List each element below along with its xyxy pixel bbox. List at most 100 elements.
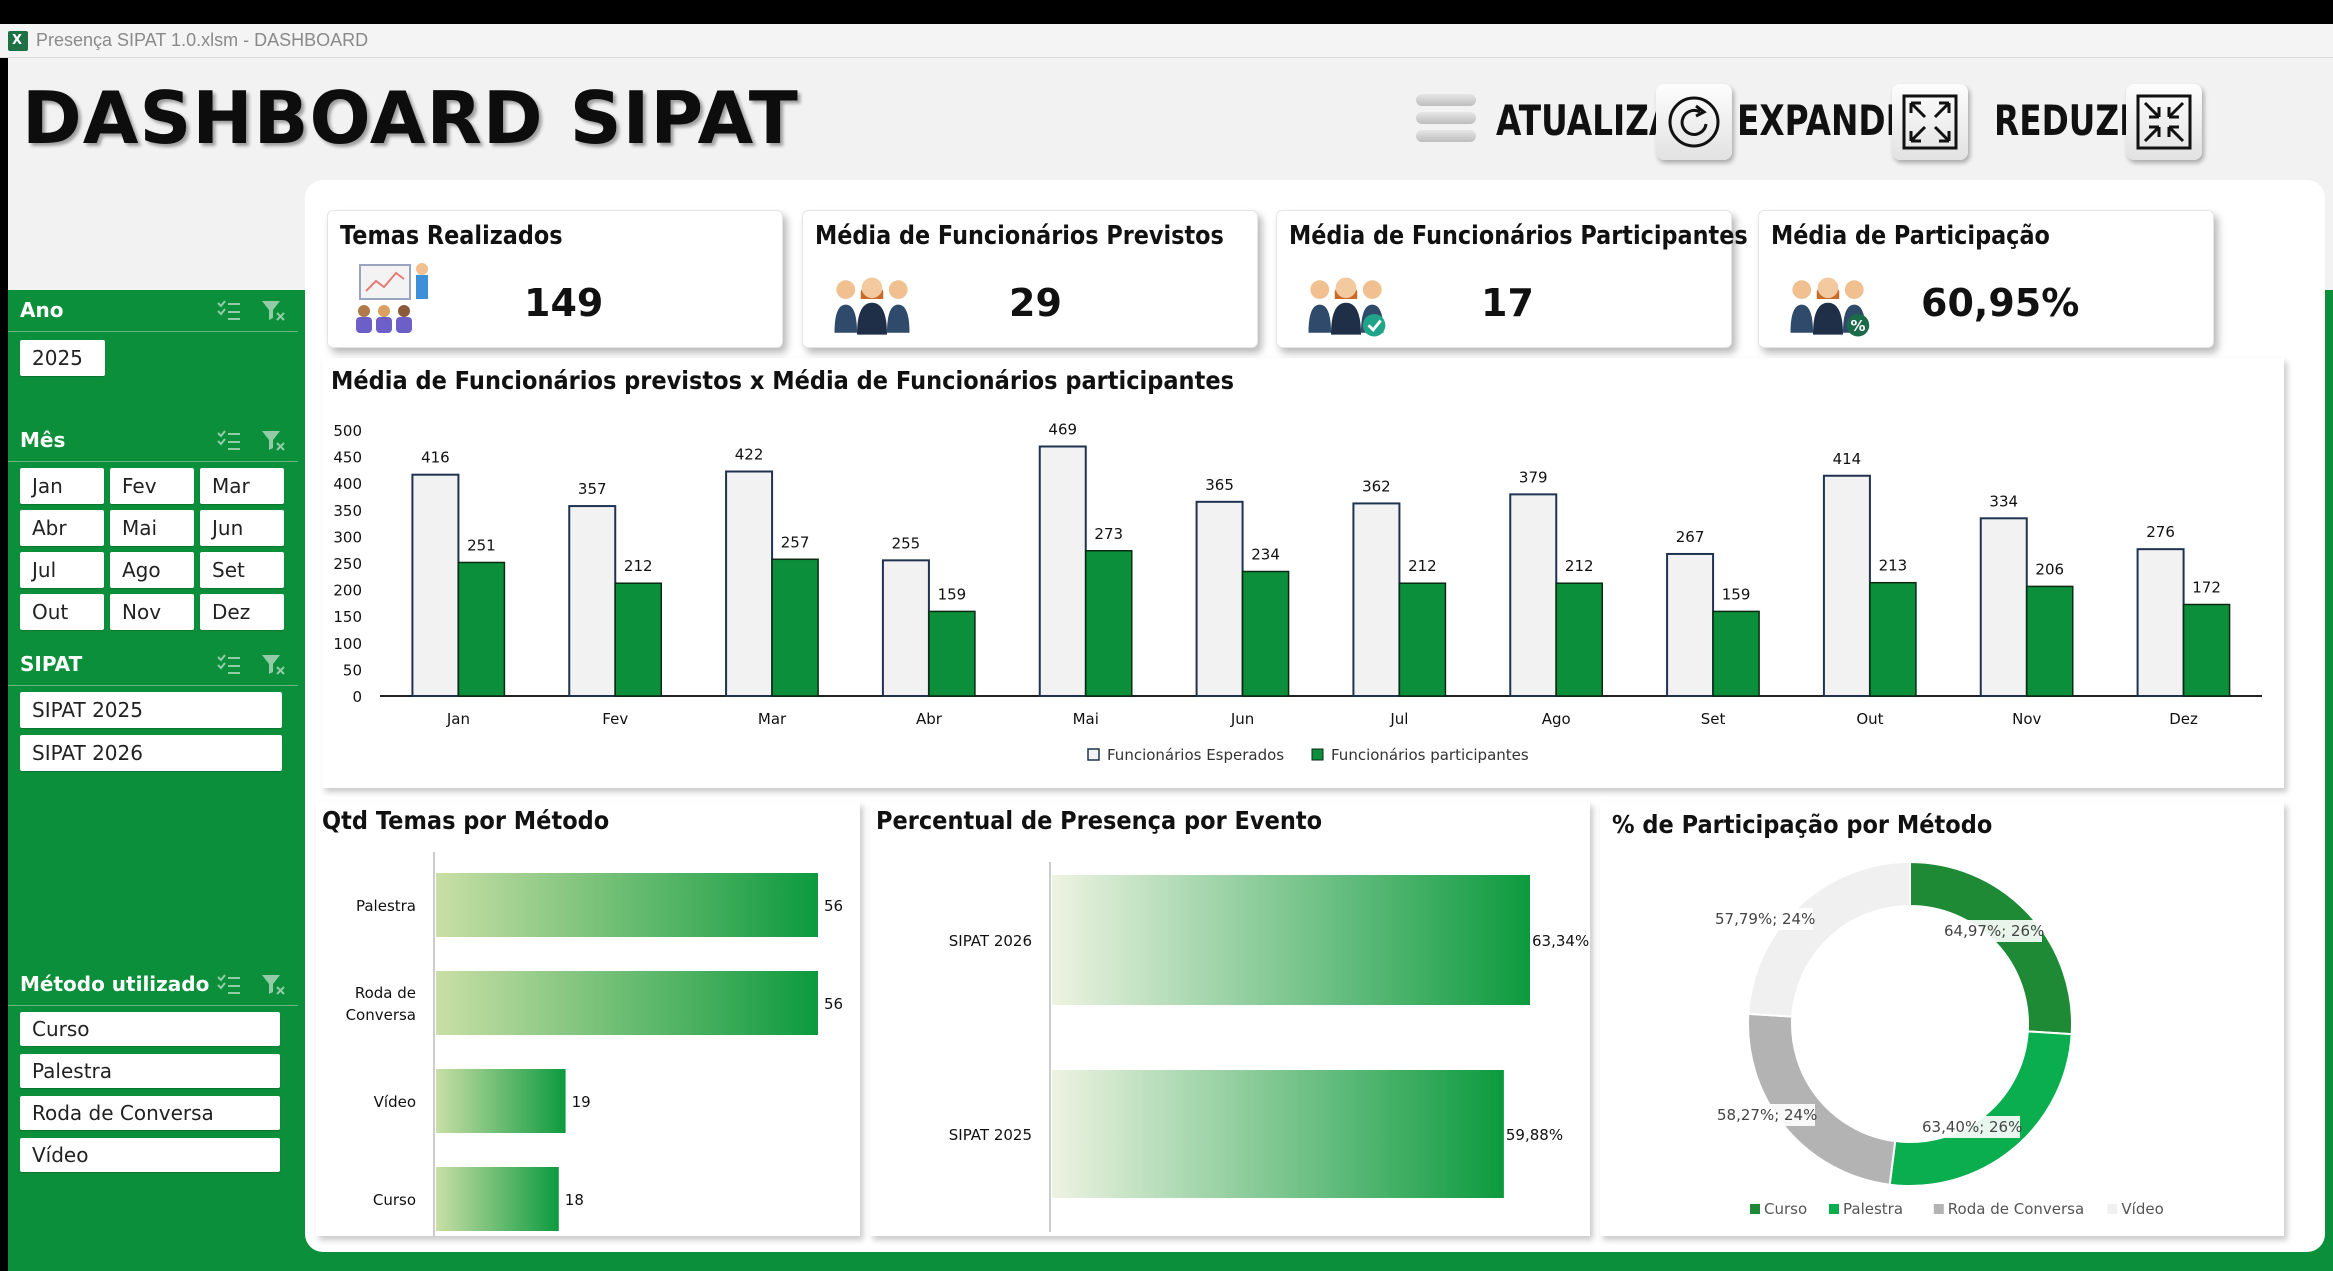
y-tick-label: 250 xyxy=(333,555,362,573)
slicer-item-month-out[interactable]: Out xyxy=(20,594,104,630)
slicer-item-2025[interactable]: 2025 xyxy=(20,340,105,376)
slicer-title: SIPAT xyxy=(20,651,83,676)
multi-select-icon[interactable] xyxy=(216,429,242,451)
kpi-title: Média de Funcionários Participantes xyxy=(1289,221,1748,251)
data-label-expected: 469 xyxy=(1048,420,1077,438)
y-tick-label: 350 xyxy=(333,502,362,520)
chart-title: Qtd Temas por Método xyxy=(322,806,610,835)
bar-expected-jun xyxy=(1195,500,1244,697)
x-tick-label: Ago xyxy=(1542,710,1571,728)
people-check-icon xyxy=(1308,277,1386,337)
presentation-icon xyxy=(356,263,428,333)
donut-chart: 64,97%; 26% 63,40%; 26% 58,27%; 24% 57,79%;… xyxy=(1711,860,2164,1218)
slicer-title: Método utilizado xyxy=(20,971,210,996)
x-tick-label: Fev xyxy=(602,710,628,728)
multi-select-icon[interactable] xyxy=(216,299,242,321)
data-label: 19 xyxy=(572,1093,591,1111)
slicer-item-video[interactable]: Vídeo xyxy=(20,1138,280,1172)
data-label-participants: 172 xyxy=(2192,578,2221,596)
slicer-item-month-mai[interactable]: Mai xyxy=(110,510,194,546)
donut-slice-roda-de-conversa xyxy=(1747,1012,1897,1186)
events-chart-card: Percentual de Presença por Evento 63,34%… xyxy=(870,802,1590,1236)
slicer-item-month-set[interactable]: Set xyxy=(200,552,284,588)
slicer-item-palestra[interactable]: Palestra xyxy=(20,1054,280,1088)
kpi-card-participation: Média de Participação % 60,95% xyxy=(1758,210,2214,348)
multi-select-icon[interactable] xyxy=(216,653,242,675)
slicer-item-month-jul[interactable]: Jul xyxy=(20,552,104,588)
category-label: Roda de xyxy=(355,984,416,1002)
slicer-item-month-jan[interactable]: Jan xyxy=(20,468,104,504)
chart-title: Percentual de Presença por Evento xyxy=(876,806,1323,835)
slicer-item-month-ago[interactable]: Ago xyxy=(110,552,194,588)
data-label: 59,88% xyxy=(1506,1126,1563,1144)
clear-filter-icon[interactable] xyxy=(260,973,286,995)
legend-swatch xyxy=(2107,1204,2118,1214)
data-label-bg xyxy=(1713,1104,1815,1126)
legend-label: Palestra xyxy=(1843,1200,1903,1218)
slicer-item-month-dez[interactable]: Dez xyxy=(200,594,284,630)
data-label-expected: 255 xyxy=(892,534,921,552)
category-label: Conversa xyxy=(346,1006,416,1024)
data-label-expected: 267 xyxy=(1676,528,1705,546)
data-label-expected: 365 xyxy=(1205,476,1234,494)
slicer-item-sipat-2026[interactable]: SIPAT 2026 xyxy=(20,735,282,771)
slicer-item-month-fev[interactable]: Fev xyxy=(110,468,194,504)
slicer-item-month-abr[interactable]: Abr xyxy=(20,510,104,546)
data-label-participants: 212 xyxy=(1408,557,1437,575)
data-label-participants: 212 xyxy=(1565,557,1594,575)
monthly-chart: 0 50 100 150 200 250 300 350 400 450 500 416 251 Jan 3… xyxy=(333,420,2262,764)
bar-expected-jul xyxy=(1352,502,1401,697)
slicer-item-curso[interactable]: Curso xyxy=(20,1012,280,1046)
slicer-month: Mês xyxy=(8,418,298,462)
legend-label-participants: Funcionários participantes xyxy=(1331,746,1529,764)
clear-filter-icon[interactable] xyxy=(260,299,286,321)
category-label: Palestra xyxy=(356,897,416,915)
legend-label-expected: Funcionários Esperados xyxy=(1107,746,1284,764)
reduce-icon xyxy=(2136,94,2192,150)
bar-sipat-2026 xyxy=(1052,875,1530,1005)
donut-chart-card: % de Participação por Método 64,97%; 26%… xyxy=(1600,802,2284,1236)
refresh-button[interactable] xyxy=(1656,84,1732,160)
bar-expected-dez xyxy=(2136,548,2185,697)
multi-select-icon[interactable] xyxy=(216,973,242,995)
clear-filter-icon[interactable] xyxy=(260,653,286,675)
slicer-item-month-nov[interactable]: Nov xyxy=(110,594,194,630)
slicer-item-month-mar[interactable]: Mar xyxy=(200,468,284,504)
y-tick-label: 450 xyxy=(333,449,362,467)
clear-filter-icon[interactable] xyxy=(260,429,286,451)
bar-participants-ago xyxy=(1555,582,1603,697)
bar-participants-dez xyxy=(2182,603,2231,697)
kpi-card-participants: Média de Funcionários Participantes 17 xyxy=(1276,210,1748,348)
slicer-method: Método utilizado xyxy=(8,962,298,1006)
slicer-item-sipat-2025[interactable]: SIPAT 2025 xyxy=(20,692,282,728)
y-tick-label: 300 xyxy=(333,528,362,546)
data-label-participants: 206 xyxy=(2035,560,2064,578)
bar-expected-out xyxy=(1822,474,1871,697)
page-title: DASHBOARD SIPAT xyxy=(22,76,799,160)
bar-participants-mar xyxy=(771,558,819,697)
reduce-button[interactable] xyxy=(2126,84,2202,160)
expand-button[interactable] xyxy=(1892,84,1968,160)
menu-icon[interactable] xyxy=(1416,94,1476,154)
chart-title: % de Participação por Método xyxy=(1612,810,1993,839)
kpi-card-expected: Média de Funcionários Previstos 29 xyxy=(802,210,1258,348)
refresh-icon xyxy=(1668,96,1720,148)
slicer-item-month-jun[interactable]: Jun xyxy=(200,510,284,546)
slicer-item-roda-de-conversa[interactable]: Roda de Conversa xyxy=(20,1096,280,1130)
legend-swatch-expected xyxy=(1087,748,1100,761)
data-label-participants: 159 xyxy=(1722,585,1751,603)
methods-chart-card: Qtd Temas por Método 56 Palestra 56 Roda de… xyxy=(316,802,860,1236)
data-label: 64,97%; 26% xyxy=(1944,922,2044,940)
bar-expected-jan xyxy=(411,473,460,697)
data-label-bg xyxy=(1940,920,2042,942)
excel-icon xyxy=(8,30,28,51)
slicer-title: Ano xyxy=(20,297,64,322)
data-label: 63,40%; 26% xyxy=(1922,1118,2022,1136)
kpi-value: 60,95% xyxy=(1921,281,2080,325)
legend-label: Roda de Conversa xyxy=(1948,1200,2084,1218)
category-label: Curso xyxy=(373,1191,416,1209)
x-tick-label: Mar xyxy=(758,710,787,728)
slicer-year: Ano xyxy=(8,288,298,332)
data-label-expected: 422 xyxy=(735,445,764,463)
kpi-title: Média de Funcionários Previstos xyxy=(815,221,1224,251)
